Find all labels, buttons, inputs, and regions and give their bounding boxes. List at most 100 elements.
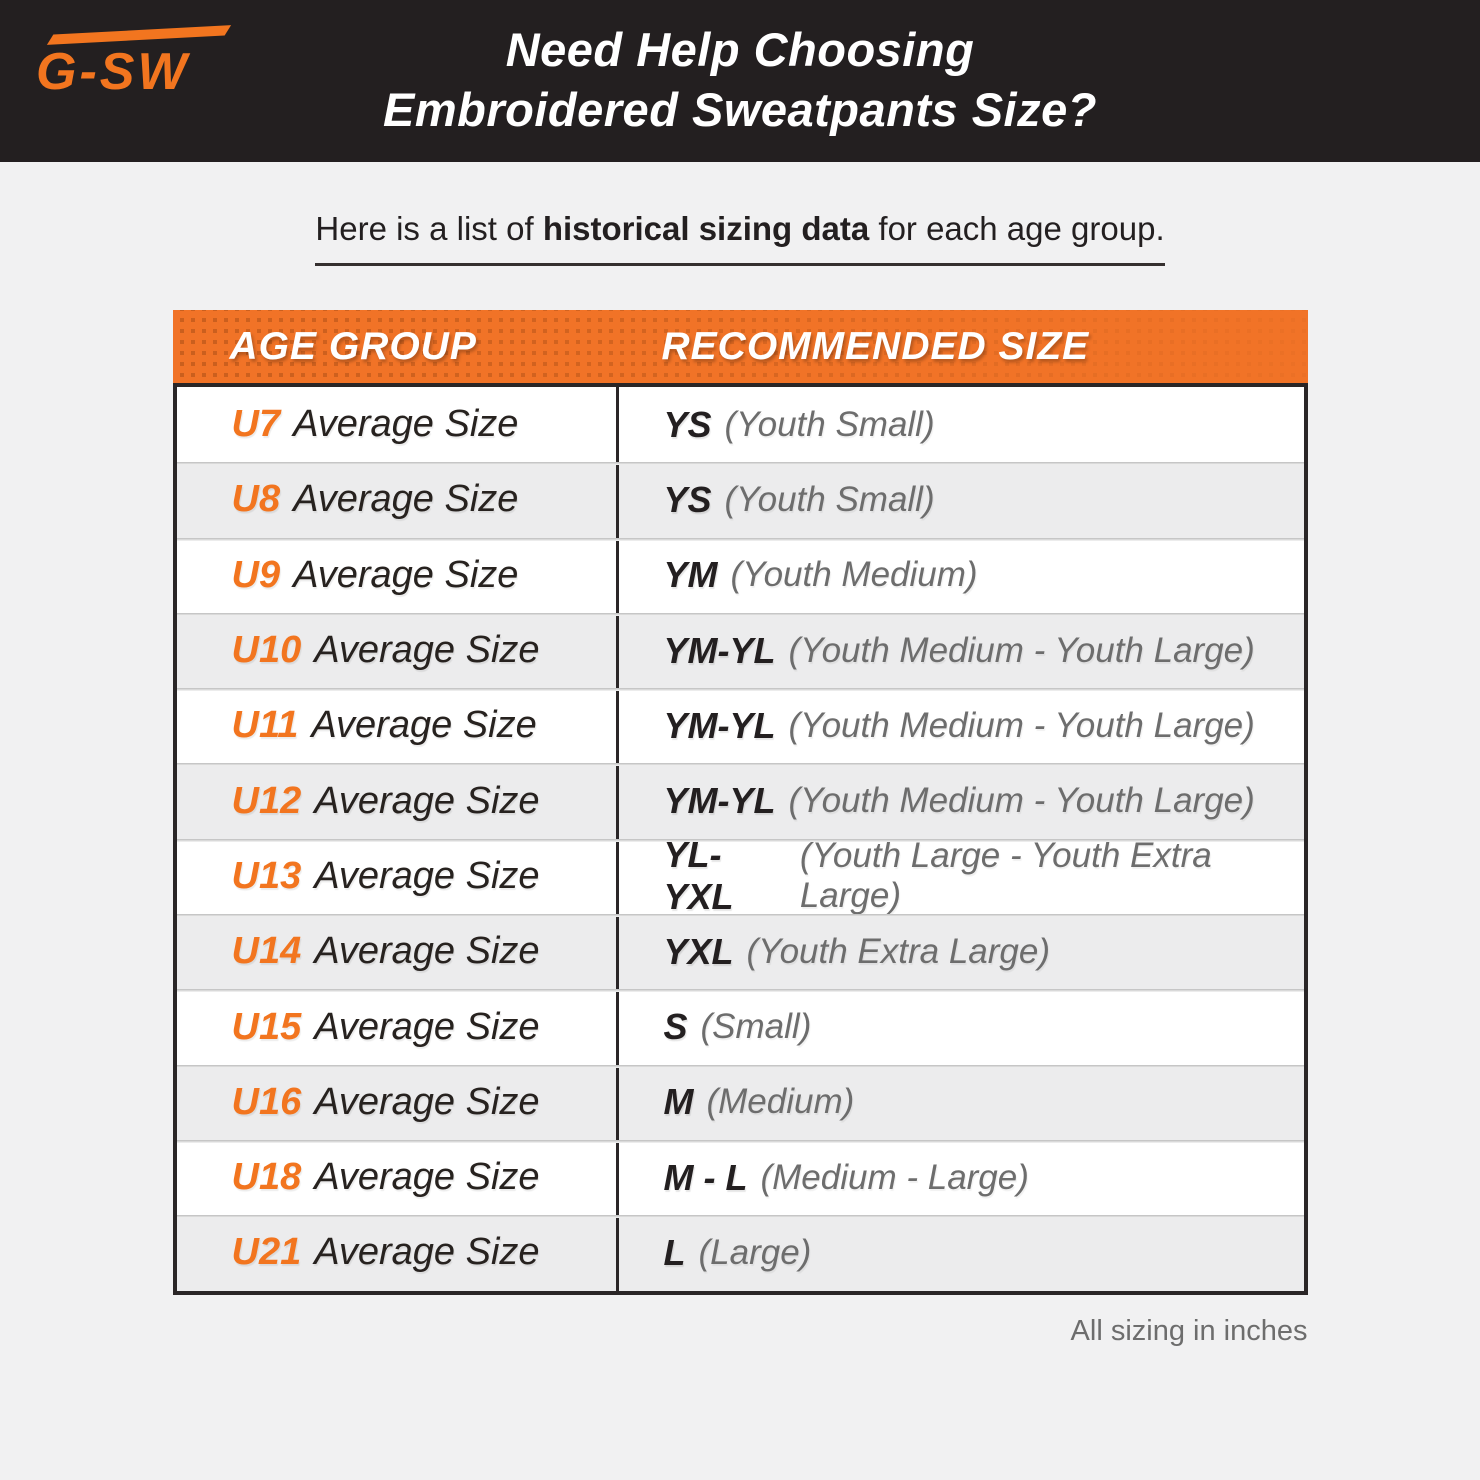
recommended-size-cell: S (Small) [619,989,1304,1064]
age-group-cell: U7 Average Size [177,387,619,463]
header-bar: G-SW Need Help Choosing Embroidered Swea… [0,0,1480,162]
age-group-cell: U16 Average Size [177,1064,619,1140]
logo-wordmark: G-SW [36,43,190,101]
age-group-suffix: Average Size [314,629,540,672]
table-row: U14 Average Size YXL (Youth Extra Large) [176,914,1304,990]
age-group-suffix: Average Size [314,1080,540,1123]
title-line-2: Embroidered Sweatpants Size? [383,83,1097,136]
size-code: YM [663,554,718,596]
intro-sentence: Here is a list of historical sizing data… [0,210,1480,266]
recommended-size-cell: YL-YXL (Youth Large - Youth Extra Large) [619,834,1304,917]
size-name: (Youth Small) [724,404,935,444]
age-group-cell: U14 Average Size [177,914,619,990]
size-code: M [663,1081,694,1123]
size-name: (Youth Small) [724,479,935,519]
table-row: U21 Average Size L (Large) [176,1215,1304,1291]
logo-swoosh-bar [46,25,232,45]
gsw-logo: G-SW [36,25,232,101]
table-row: U15 Average Size S (Small) [176,989,1304,1065]
recommended-size-cell: M - L (Medium - Large) [619,1140,1304,1215]
recommended-size-cell: YM (Youth Medium) [619,538,1304,613]
table-row: U10 Average Size YM-YL (Youth Medium - You… [176,612,1304,689]
recommended-size-cell: YM-YL (Youth Medium - Youth Large) [619,763,1304,838]
size-code: YS [663,403,712,445]
age-group-label: U15 [231,1005,302,1048]
size-name: (Medium) [706,1082,855,1122]
age-group-label: U14 [231,930,302,973]
size-code: YL-YXL [663,834,734,918]
table-row: U12 Average Size YM-YL (Youth Medium - You… [176,763,1304,839]
age-group-suffix: Average Size [314,1231,540,1274]
size-name: (Large) [698,1232,812,1272]
age-group-cell: U8 Average Size [177,462,619,538]
size-code: YS [663,478,712,520]
table-row: U11 Average Size YM-YL (Youth Medium - You… [176,688,1304,764]
intro-highlight: historical sizing data [542,210,870,247]
recommended-size-cell: YM-YL (Youth Medium - Youth Large) [619,688,1304,763]
size-name: (Youth Medium - Youth Large) [788,630,1255,670]
age-group-suffix: Average Size [314,1005,540,1048]
size-code: YM-YL [663,629,776,671]
table-row: U13 Average Size YL-YXL (Youth Large - You… [176,834,1304,917]
footnote: All sizing in inches [1070,1314,1308,1347]
recommended-size-cell: M (Medium) [619,1065,1304,1140]
age-group-label: U11 [231,704,299,747]
column-header-age-group: AGE GROUP [229,324,477,368]
title-line-1: Need Help Choosing [505,23,975,76]
table-body: U7 Average Size YS (Youth Small) U8 Average… [172,383,1308,1295]
size-code: L [663,1231,686,1273]
age-group-cell: U12 Average Size [177,763,619,839]
size-name: (Youth Extra Large) [746,931,1051,971]
age-group-cell: U9 Average Size [177,537,619,613]
recommended-size-cell: YS (Youth Small) [619,462,1304,537]
size-name: (Youth Medium - Youth Large) [788,705,1255,745]
table-header-row: AGE GROUP RECOMMENDED SIZE [172,310,1308,383]
intro-suffix: for each age group. [869,210,1165,247]
age-group-suffix: Average Size [314,854,540,897]
size-name: (Youth Large - Youth Extra Large) [799,836,1212,916]
sizing-table: AGE GROUP RECOMMENDED SIZE U7 Average Siz… [172,310,1308,1295]
intro-prefix: Here is a list of [315,210,543,247]
size-code: YM-YL [663,704,776,746]
age-group-cell: U10 Average Size [177,612,619,689]
age-group-cell: U18 Average Size [177,1139,619,1216]
age-group-suffix: Average Size [314,779,540,822]
age-group-label: U16 [231,1080,302,1123]
age-group-suffix: Average Size [293,403,519,446]
age-group-cell: U11 Average Size [177,688,619,764]
age-group-suffix: Average Size [314,930,540,973]
size-name: (Youth Medium) [730,555,978,595]
age-group-label: U7 [231,403,281,446]
age-group-label: U18 [231,1156,302,1199]
recommended-size-cell: YXL (Youth Extra Large) [619,914,1304,989]
recommended-size-cell: L (Large) [619,1215,1304,1290]
age-group-label: U12 [231,779,302,822]
age-group-label: U21 [231,1231,302,1274]
age-group-suffix: Average Size [293,478,519,521]
table-row: U9 Average Size YM (Youth Medium) [176,537,1304,613]
age-group-cell: U21 Average Size [177,1215,619,1291]
age-group-label: U10 [231,629,302,672]
age-group-label: U9 [231,553,281,596]
page-title: Need Help Choosing Embroidered Sweatpant… [0,0,1480,140]
size-name: (Small) [700,1007,812,1047]
size-name: (Youth Medium - Youth Large) [788,781,1255,821]
age-group-label: U8 [231,478,281,521]
age-group-cell: U15 Average Size [177,989,619,1065]
table-row: U8 Average Size YS (Youth Small) [176,462,1304,538]
size-code: M - L [663,1156,748,1198]
age-group-cell: U13 Average Size [177,838,619,915]
age-group-suffix: Average Size [311,704,537,747]
size-code: S [663,1006,688,1048]
age-group-label: U13 [231,854,302,897]
table-row: U16 Average Size M (Medium) [176,1064,1304,1140]
table-row: U18 Average Size M - L (Medium - Large) [176,1139,1304,1216]
size-code: YXL [663,930,734,972]
age-group-suffix: Average Size [293,553,519,596]
column-header-recommended-size: RECOMMENDED SIZE [661,324,1090,368]
table-row: U7 Average Size YS (Youth Small) [176,387,1304,463]
intro-underlined-text: Here is a list of historical sizing data… [315,210,1165,266]
recommended-size-cell: YM-YL (Youth Medium - Youth Large) [619,613,1304,688]
recommended-size-cell: YS (Youth Small) [619,387,1304,462]
